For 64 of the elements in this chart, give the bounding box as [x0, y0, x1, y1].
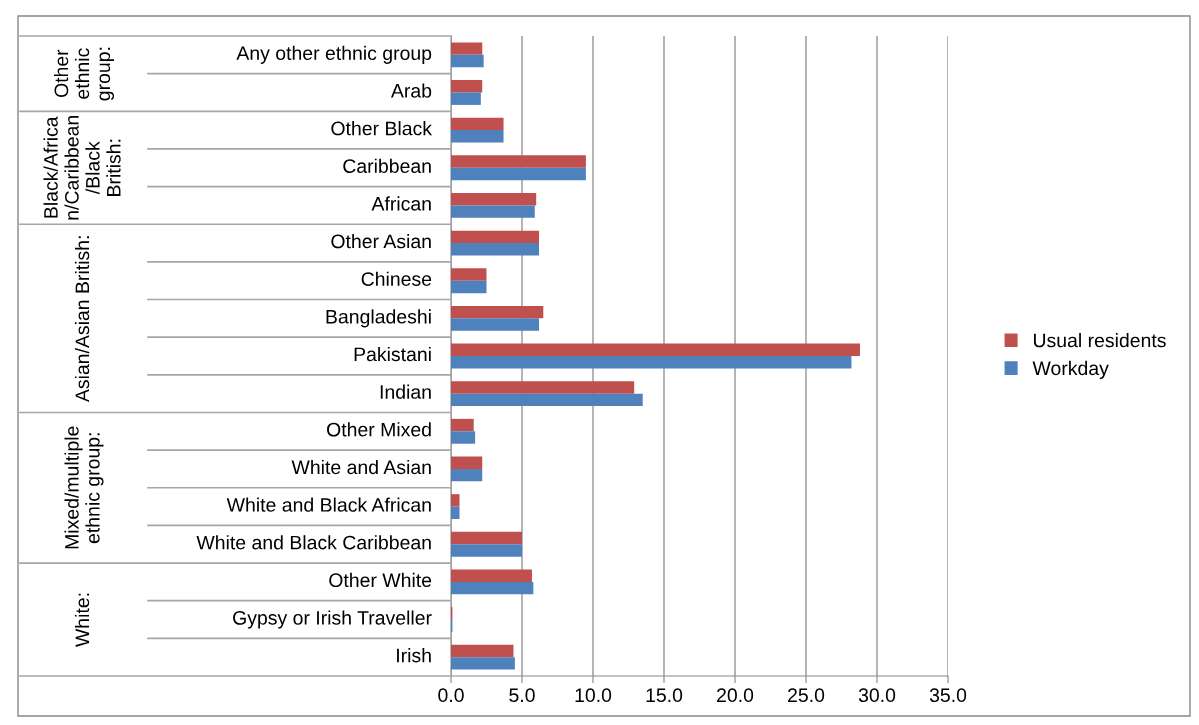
bar — [451, 167, 586, 181]
text: White: — [74, 593, 90, 647]
legend-label: Workday — [1032, 360, 1109, 379]
text: Other ethnic group: — [53, 47, 115, 101]
bar — [451, 343, 860, 356]
bar — [451, 80, 483, 93]
bar — [451, 305, 544, 319]
bar — [451, 130, 504, 143]
x-tick-label: 35.0 — [929, 688, 967, 703]
bar — [451, 318, 540, 331]
x-tick-label: 10.0 — [575, 688, 612, 703]
bar — [451, 356, 852, 369]
bar — [451, 243, 540, 256]
bar — [451, 92, 481, 105]
y-tick-label: Arab — [390, 83, 432, 98]
x-tick-label: 15.0 — [646, 688, 683, 703]
x-tick-label: 5.0 — [509, 688, 535, 703]
bar — [451, 205, 535, 218]
bar — [451, 494, 460, 507]
y-tick-label: Other Black — [331, 121, 433, 136]
y-tick-label: Indian — [380, 384, 431, 399]
y-tick-label: Other White — [329, 572, 432, 588]
y-tick-label: Chinese — [361, 271, 432, 286]
bar — [451, 431, 476, 444]
bar — [451, 117, 504, 131]
x-tick-label: 20.0 — [717, 688, 754, 703]
y-tick-label: African — [371, 196, 431, 211]
bar — [451, 544, 522, 557]
x-tick-label: 30.0 — [858, 688, 896, 703]
y-tick-label: Gypsy or Irish Traveller — [233, 610, 432, 629]
bar — [451, 468, 483, 482]
bar — [451, 393, 643, 407]
y-tick-label: Any other ethnic group — [236, 45, 432, 64]
bar — [451, 192, 537, 206]
y-tick-label: White and Black Caribbean — [196, 535, 431, 550]
bar — [451, 506, 460, 520]
bar — [451, 456, 483, 469]
bar — [451, 569, 532, 582]
y-tick-label: White and Black African — [226, 497, 431, 512]
bar — [451, 268, 487, 281]
y-tick-label: Other Mixed — [327, 422, 431, 437]
y-tick-label: Caribbean — [343, 158, 431, 173]
bar — [451, 381, 635, 394]
x-tick-label: 0.0 — [438, 688, 464, 703]
bar — [451, 54, 484, 68]
legend-label: Usual residents — [1033, 333, 1166, 348]
bar — [451, 230, 540, 244]
x-tick-label: 25.0 — [788, 688, 825, 703]
y-tick-label: Bangladeshi — [326, 309, 431, 328]
bar — [451, 280, 487, 294]
bar — [451, 418, 474, 432]
bar — [451, 155, 586, 168]
y-tick-label: Other Asian — [331, 234, 431, 249]
bar — [451, 531, 522, 545]
text: Asian/Asian British: — [74, 236, 90, 403]
y-tick-label: White and Asian — [291, 459, 431, 475]
bar — [451, 581, 534, 595]
bar — [451, 42, 483, 55]
bar — [451, 657, 515, 670]
bar — [451, 644, 514, 658]
text: Black/African/Caribbean/Black British: — [43, 116, 121, 220]
y-tick-label: Pakistani — [354, 346, 431, 362]
text: Mixed/multiple ethnic group: — [64, 426, 104, 549]
y-tick-label: Irish — [397, 648, 431, 663]
